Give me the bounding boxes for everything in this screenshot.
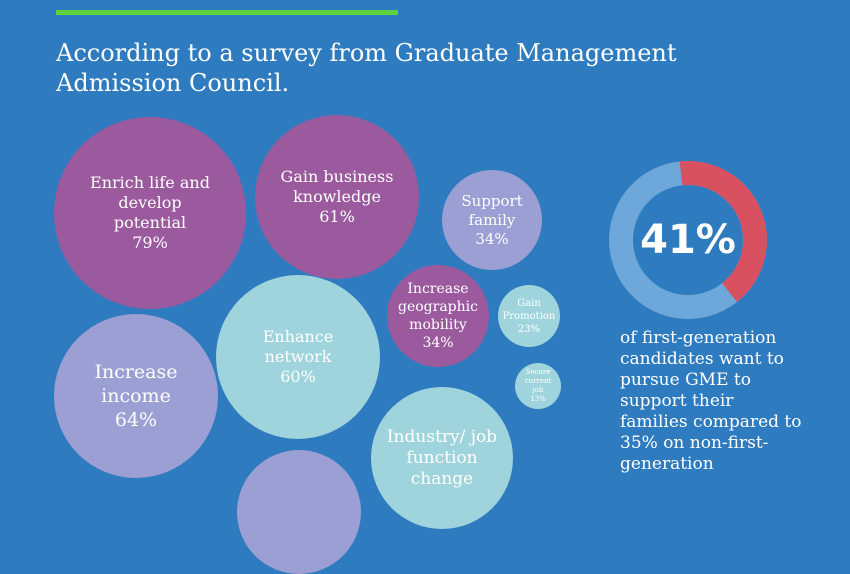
bubble-label: Increase geographic mobility (398, 281, 478, 333)
bubble-value: 34% (475, 229, 509, 248)
bubble-value: 23% (517, 323, 541, 335)
bubble-label: Secure current job (524, 368, 552, 394)
stat-percent: 41% (640, 217, 736, 263)
bubble-3: Increase income 64% (54, 314, 218, 478)
bubble-6: Gain Promotion 23% (498, 285, 560, 347)
bubble-value: 61% (319, 207, 355, 226)
bubble-8: Industry/ job function change (371, 387, 513, 529)
bubble-7: Secure current job 13% (515, 363, 561, 409)
bubble-label: Enhance network (262, 327, 334, 366)
bubble-value: 34% (422, 335, 454, 351)
bubble-0: Enrich life and develop potential 79% (54, 117, 246, 309)
bubble-4: Enhance network 60% (216, 275, 380, 439)
bubble-5: Increase geographic mobility 34% (387, 265, 489, 367)
accent-bar (56, 10, 398, 15)
page-title: According to a survey from Graduate Mana… (56, 39, 677, 97)
bubble-9 (237, 450, 361, 574)
bubble-value: 13% (530, 395, 546, 403)
bubble-label: Support family (461, 191, 523, 229)
bubble-label: Increase income (94, 361, 178, 407)
bubble-1: Gain business knowledge 61% (255, 115, 419, 279)
bubble-label: Industry/ job function change (386, 426, 498, 489)
bubble-label: Enrich life and develop potential (90, 173, 210, 232)
bubble-2: Support family 34% (442, 170, 542, 270)
bubble-label: Gain business knowledge (280, 167, 394, 206)
bubble-value: 60% (280, 367, 316, 386)
bubble-label: Gain Promotion (502, 297, 556, 322)
bubble-value: 79% (132, 233, 168, 252)
bubble-value: 64% (114, 409, 158, 431)
donut-chart (609, 161, 767, 319)
stat-description: of first-generation candidates want to p… (620, 328, 802, 474)
